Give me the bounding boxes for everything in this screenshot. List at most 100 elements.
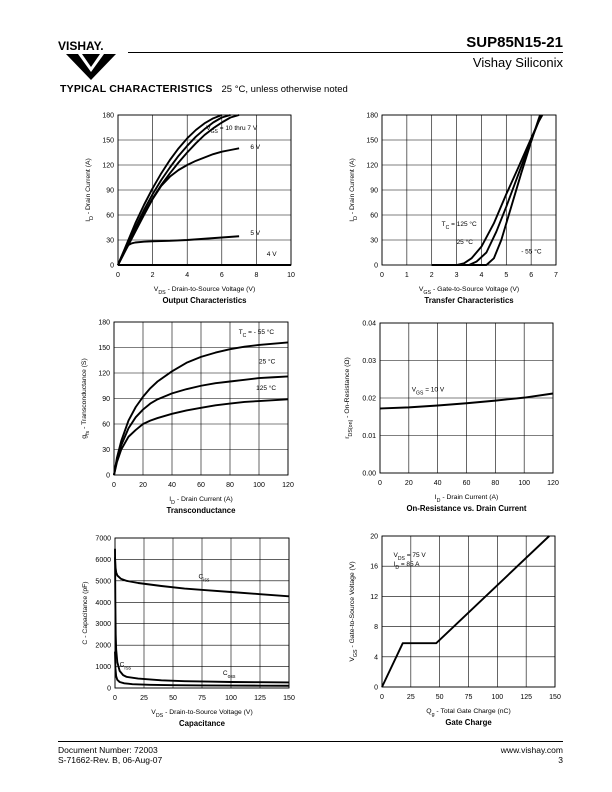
curve-label: VGS = 10 thru 7 V [206, 125, 258, 135]
vishay-logo-text: VISHAY. [58, 39, 104, 53]
y-tick-label: 60 [102, 422, 110, 429]
website-link[interactable]: www.vishay.com [500, 745, 563, 755]
x-tick-label: 100 [225, 695, 237, 702]
x-tick-label: 40 [168, 482, 176, 489]
y-tick-label: 60 [106, 213, 114, 220]
y-tick-label: 3000 [95, 621, 111, 628]
x-tick-label: 75 [198, 695, 206, 702]
x-tick-label: 0 [112, 482, 116, 489]
y-tick-label: 2000 [95, 643, 111, 650]
x-tick-label: 20 [405, 480, 413, 487]
series-line [431, 114, 541, 266]
x-tick-label: 0 [380, 694, 384, 701]
chart-transfer-characteristics: 0 1 2 3 4 5 6 7 0 30 60 90 120 150 180 TC = 125 °C 25 °C… [349, 113, 558, 306]
x-tick-label: 0 [116, 272, 120, 279]
plot-frame [381, 535, 556, 688]
y-axis-label: rDS(on) - On-Resistance (Ω) [344, 357, 354, 439]
y-axis-label: VGS - Gate-to-Source Voltage (V) [349, 561, 359, 661]
curve-label: 25 °C [457, 238, 474, 246]
x-tick-label: 75 [465, 694, 473, 701]
series-line [114, 548, 290, 684]
y-tick-label: 6000 [95, 557, 111, 564]
x-tick-label: 1 [405, 272, 409, 279]
y-tick-label: 4000 [95, 600, 111, 607]
x-tick-label: 40 [434, 480, 442, 487]
series-line [113, 341, 289, 476]
y-tick-label: 120 [102, 163, 114, 170]
curve-label: 125 °C [256, 384, 276, 392]
x-tick-label: 0 [380, 272, 384, 279]
curve-label: VGS = 10 V [412, 386, 445, 396]
x-tick-label: 3 [455, 272, 459, 279]
series-line [381, 535, 550, 688]
x-tick-label: 150 [283, 695, 295, 702]
y-tick-label: 60 [370, 213, 378, 220]
chart-output-characteristics: 0 2 4 6 8 10 0 30 60 90 120 150 180 VGS = 10 thru 7 V… [85, 113, 295, 306]
series-line [113, 398, 289, 476]
x-tick-label: 100 [518, 480, 530, 487]
series-line [113, 375, 289, 476]
footer-rule [58, 741, 563, 742]
section-heading: TYPICAL CHARACTERISTICS 25 °C, unless ot… [60, 83, 348, 95]
chart-transconductance: 0 20 40 60 80 100 120 0 30 60 90 120 150 180 TC = - 55… [81, 320, 294, 516]
x-tick-label: 60 [197, 482, 205, 489]
y-axis-label: C - Capacitance (pF) [82, 581, 89, 644]
series-line [117, 235, 240, 266]
curve-label: TC = 125 °C [442, 220, 477, 231]
y-tick-label: 120 [366, 163, 378, 170]
curve-label: ID = 85 A [394, 561, 421, 571]
series-line [379, 392, 554, 410]
x-tick-label: 0 [113, 695, 117, 702]
x-tick-label: 150 [549, 694, 561, 701]
x-tick-label: 125 [254, 695, 266, 702]
vishay-logo: VISHAY. [58, 38, 122, 82]
curve-label: TC = - 55 °C [239, 328, 275, 339]
curve-label: - 55 °C [521, 247, 542, 255]
x-tick-label: 50 [436, 694, 444, 701]
y-tick-label: 0.03 [362, 358, 376, 365]
header-rule [128, 52, 563, 53]
curve-label: 25 °C [259, 358, 276, 366]
x-tick-label: 0 [378, 480, 382, 487]
y-tick-label: 0.02 [362, 396, 376, 403]
curve-label: 5 V [250, 230, 260, 237]
x-tick-label: 125 [520, 694, 532, 701]
y-tick-label: 20 [370, 534, 378, 541]
y-tick-label: 8 [374, 624, 378, 631]
y-tick-label: 90 [106, 188, 114, 195]
y-tick-label: 0.04 [362, 321, 376, 328]
y-tick-label: 180 [98, 320, 110, 327]
x-tick-label: 7 [554, 272, 558, 279]
y-tick-label: 0 [110, 263, 114, 270]
manufacturer: Vishay Siliconix [472, 55, 563, 70]
x-tick-label: 6 [220, 272, 224, 279]
vishay-logo-mark: VISHAY. [58, 39, 116, 80]
y-tick-label: 120 [98, 371, 110, 378]
curve-label: Ciss [199, 574, 210, 584]
chart-capacitance: 0 25 50 75 100 125 150 0 1000 2000 3000 4000 5000 600… [82, 536, 295, 729]
section-subtitle: 25 °C, unless otherwise noted [221, 84, 348, 95]
part-number: SUP85N15-21 [466, 34, 563, 51]
y-tick-label: 180 [102, 113, 114, 120]
x-tick-label: 5 [504, 272, 508, 279]
chart-title: On-Resistance vs. Drain Current [406, 504, 526, 513]
y-tick-label: 90 [370, 188, 378, 195]
y-tick-label: 0 [374, 685, 378, 692]
y-tick-label: 12 [370, 594, 378, 601]
revision: S-71662-Rev. B, 06-Aug-07 [58, 755, 163, 765]
x-tick-label: 8 [254, 272, 258, 279]
y-tick-label: 30 [106, 238, 114, 245]
y-tick-label: 180 [366, 113, 378, 120]
y-tick-label: 1000 [95, 664, 111, 671]
y-tick-label: 0 [107, 686, 111, 693]
chart-title: Transconductance [167, 506, 237, 515]
x-tick-label: 2 [430, 272, 434, 279]
curve-label: Coss [223, 670, 236, 680]
x-tick-label: 25 [407, 694, 415, 701]
x-tick-label: 100 [253, 482, 265, 489]
y-tick-label: 0 [374, 263, 378, 270]
x-tick-label: 20 [139, 482, 147, 489]
curve-label: 6 V [250, 144, 260, 151]
page-number: 3 [558, 755, 563, 765]
curve-label: 4 V [267, 251, 277, 258]
